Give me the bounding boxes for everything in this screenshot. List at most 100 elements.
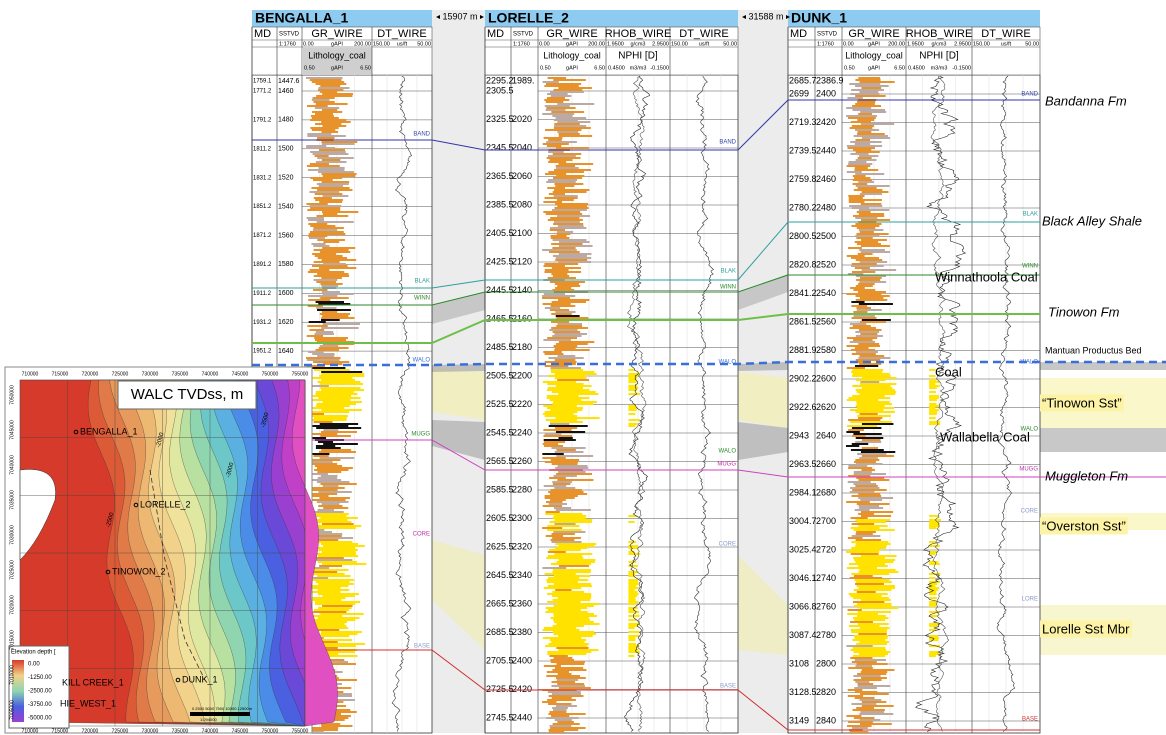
gr-fill <box>858 505 880 507</box>
map-y-tick: 7020000 <box>9 595 15 615</box>
gr-fill <box>852 727 868 729</box>
gr-fill <box>855 389 895 391</box>
gr-fill <box>547 585 592 587</box>
gr-fill <box>307 209 341 211</box>
gr-fill <box>322 563 367 565</box>
gr-fill <box>320 91 338 93</box>
gr-fill <box>847 537 863 539</box>
gr-fill <box>850 629 888 631</box>
gr-fill <box>553 613 594 615</box>
md-label: 2295.2 <box>486 75 514 85</box>
tvd-label: 2600 <box>816 373 836 383</box>
rhob-fill <box>929 561 939 563</box>
gr-fill <box>317 575 351 577</box>
gr-fill <box>307 415 348 417</box>
well-name: DUNK_1 <box>791 10 847 26</box>
gr-fill <box>553 575 591 577</box>
gr-fill <box>551 641 585 643</box>
gr-fill <box>860 333 878 335</box>
gr-fill <box>854 167 868 169</box>
gr-fill <box>552 247 576 249</box>
formation-label: Coal <box>935 364 962 379</box>
gr-fill <box>306 473 328 475</box>
formation-label: Winnathoola Coal <box>935 269 1038 284</box>
md-label: 2565.5 <box>486 456 514 466</box>
gr-fill <box>315 621 348 623</box>
gr-fill <box>553 507 572 509</box>
gr-fill <box>846 551 880 553</box>
gr-fill <box>555 377 587 379</box>
rhob-fill <box>929 397 939 399</box>
gr-fill <box>546 407 584 409</box>
column-scale: 0.00 <box>303 41 314 47</box>
gr-fill <box>547 699 576 701</box>
gr-fill <box>318 555 359 557</box>
gr-fill <box>316 215 349 217</box>
formation-label: “Tinowon Sst” <box>1042 395 1122 410</box>
map-well-label: DUNK_1 <box>182 674 218 684</box>
gr-fill <box>850 621 873 623</box>
gr-fill <box>323 545 365 547</box>
gr-fill <box>309 731 324 733</box>
gr-fill <box>860 711 885 713</box>
gr-fill <box>558 261 592 263</box>
gr-fill <box>310 231 344 233</box>
gr-fill <box>545 83 582 85</box>
gr-fill <box>556 663 585 665</box>
gr-fill <box>547 219 583 221</box>
gr-fill <box>321 371 363 373</box>
gr-fill <box>852 617 889 619</box>
gr-fill <box>553 657 573 659</box>
gr-fill <box>848 625 880 627</box>
gr-fill <box>321 373 365 375</box>
gr-fill <box>558 135 593 137</box>
gr-fill <box>548 491 584 493</box>
gr-fill <box>548 139 562 141</box>
gr-fill <box>853 315 875 317</box>
gr-fill <box>321 173 357 175</box>
gr-fill <box>308 425 349 427</box>
gr-fill <box>547 187 565 189</box>
column-scale: 1:1760 <box>279 41 296 47</box>
gr-fill <box>550 539 575 541</box>
column-scale: 200.00 <box>354 41 371 47</box>
md-label: 2365.5 <box>486 171 514 181</box>
gr-fill <box>555 165 576 167</box>
column-scale: 0.4500 <box>908 65 925 71</box>
tvd-label: 2480 <box>816 202 836 212</box>
rhob-fill <box>929 409 939 411</box>
md-label: 1831.2 <box>253 175 272 181</box>
rhob-fill <box>929 655 936 657</box>
column-scale: 2.9500 <box>652 41 669 47</box>
tvd-label: 2240 <box>512 427 532 437</box>
gr-fill <box>306 217 324 219</box>
gr-fill <box>321 327 359 329</box>
gr-fill <box>851 305 868 307</box>
top-marker: CORE <box>719 542 736 548</box>
formation-label: Lorelle Sst Mbr <box>1042 621 1130 636</box>
gr-fill <box>855 543 891 545</box>
rhob-fill <box>929 525 940 527</box>
gr-fill <box>315 123 342 125</box>
gr-fill <box>313 197 332 199</box>
well-spacing: 31588 m <box>748 11 783 21</box>
gr-fill <box>307 727 339 729</box>
md-label: 2505.5 <box>486 370 514 380</box>
tvd-label: 2680 <box>816 487 836 497</box>
tvd-label: 2040 <box>512 142 532 152</box>
md-label: 2759.8 <box>789 174 817 184</box>
gr-fill <box>547 93 568 95</box>
rhob-fill <box>628 645 640 647</box>
gr-fill <box>856 243 881 245</box>
gr-fill <box>308 321 326 323</box>
gr-fill <box>850 141 882 143</box>
gr-fill <box>555 427 578 429</box>
md-label: 2625.5 <box>486 541 514 551</box>
gr-fill <box>315 301 344 303</box>
gr-fill <box>854 461 876 463</box>
gr-fill <box>315 113 334 115</box>
gr-fill <box>861 219 890 221</box>
gr-fill <box>555 417 600 419</box>
gr-fill <box>847 97 863 99</box>
gr-fill <box>558 545 595 547</box>
